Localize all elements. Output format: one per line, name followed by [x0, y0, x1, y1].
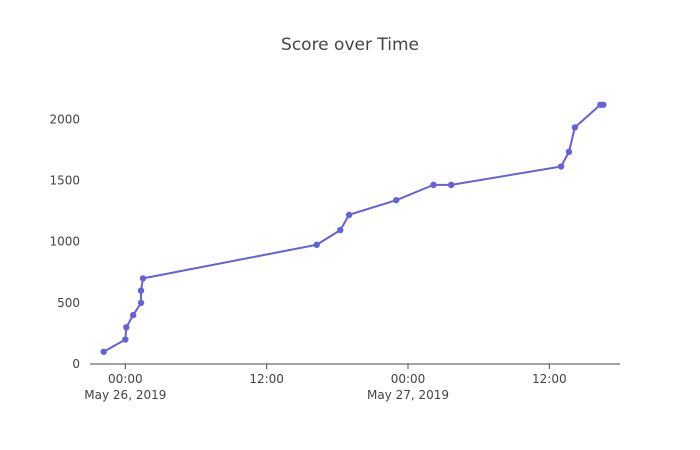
data-point[interactable] — [137, 287, 145, 294]
x-tick-date-label: May 27, 2019 — [367, 388, 449, 402]
data-point[interactable] — [137, 299, 145, 307]
x-tick-label: 00:00 — [391, 372, 426, 386]
y-tick-label: 2000 — [49, 112, 80, 126]
x-tick-date-label: May 26, 2019 — [84, 388, 166, 402]
data-point[interactable] — [600, 101, 607, 108]
data-point[interactable] — [565, 148, 573, 156]
series-line — [103, 103, 604, 353]
series-layer — [100, 101, 607, 355]
x-tick-label: 12:00 — [249, 372, 284, 386]
y-tick-label: 1000 — [49, 235, 80, 249]
data-point[interactable] — [122, 336, 129, 343]
chart-title: Score over Time — [281, 35, 419, 55]
x-tick-label: 12:00 — [532, 372, 567, 386]
data-point[interactable] — [139, 275, 147, 282]
data-point[interactable] — [393, 196, 400, 204]
y-tick-label: 500 — [57, 296, 80, 310]
x-axis: 00:00 May 26, 2019 12:00 00:00 May 27, 2019 1… — [84, 363, 620, 402]
data-point[interactable] — [571, 124, 579, 131]
data-point[interactable] — [430, 181, 437, 189]
data-point[interactable] — [345, 211, 353, 219]
data-point[interactable] — [123, 324, 130, 331]
data-point[interactable] — [557, 163, 565, 170]
x-tick-label: 00:00 — [108, 372, 143, 386]
data-point[interactable] — [337, 226, 344, 234]
data-point[interactable] — [447, 181, 455, 189]
data-point[interactable] — [129, 311, 137, 319]
y-tick-label: 0 — [72, 357, 80, 371]
data-point[interactable] — [100, 348, 107, 355]
data-point[interactable] — [313, 241, 320, 248]
y-tick-label: 1500 — [49, 174, 80, 188]
y-axis: 0 500 1000 1500 2000 — [49, 112, 80, 371]
